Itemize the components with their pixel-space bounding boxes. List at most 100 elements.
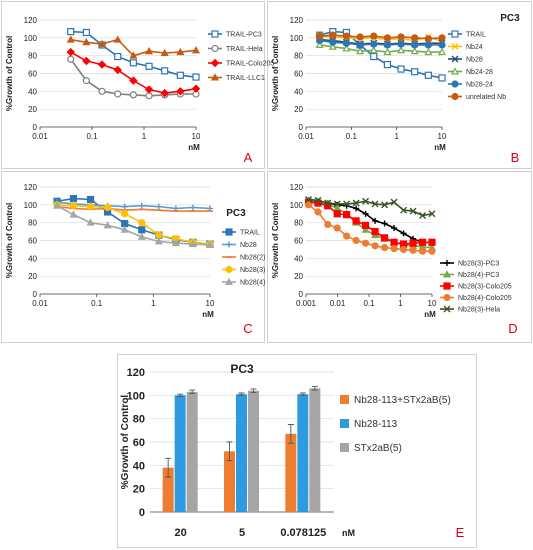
error-bar [165,457,172,478]
data-point [315,40,324,48]
series-nb24-28 [315,40,447,56]
legend-label: STx2aB(5) [354,443,402,454]
series-nb28-3-hela [304,195,436,220]
data-point [145,62,153,70]
bar [309,388,321,512]
data-point [113,65,122,75]
series-line [56,205,210,212]
data-point [333,200,341,208]
data-point [371,227,379,236]
data-point [428,210,436,218]
data-point [383,47,392,56]
legend-marker [443,293,451,302]
data-point [397,33,405,41]
error-bar [226,441,233,462]
x-axis-title: nM [424,310,436,319]
data-point [304,195,312,203]
legend-entry: Nb28(3) [222,265,265,274]
data-point [369,46,378,54]
y-tick-label: 0 [299,123,304,132]
data-point [418,238,427,246]
legend-swatch [340,419,349,428]
legend-marker [210,73,220,81]
panel-d-frame [267,171,532,343]
y-tick-label: 60 [28,237,37,246]
data-point [113,35,122,43]
data-point [383,41,392,49]
data-point [69,210,78,218]
panel-title: PC3 [500,13,520,24]
legend-entry: Nb24-28 [448,67,493,76]
data-point [120,225,129,233]
panel-title: PC3 [226,208,246,219]
y-tick-label: 60 [133,437,145,449]
x-tick-label: 0.1 [346,132,358,141]
data-point [399,245,408,254]
data-point [314,196,322,204]
data-point [155,203,162,210]
legend-entry: STx2aB(5) [340,443,402,454]
panel-letter: D [508,321,517,336]
error-bar [177,393,184,397]
data-point [428,238,436,246]
bar [297,394,309,512]
data-point [129,59,137,67]
data-point [370,52,378,61]
legend-marker [451,92,459,101]
data-point [409,207,417,215]
series-unrelated-nb [316,31,446,43]
data-point [82,38,91,46]
x-tick-label: 10 [206,299,215,308]
data-point [361,225,370,233]
data-point [66,35,75,43]
data-point [362,221,370,229]
legend-entry: Nb28-113 [340,419,398,430]
legend-label: Nb28(2) [240,255,265,262]
data-point [362,239,370,247]
series-line [319,39,442,46]
y-tick-label: 120 [24,183,38,192]
data-point [114,90,122,98]
panel-e-frame [117,354,477,548]
data-point [82,28,90,37]
panel-letter: C [243,321,252,336]
data-point [411,68,419,76]
y-tick-label: 120 [24,16,38,25]
legend-marker [211,30,219,38]
y-tick-label: 100 [127,390,145,402]
panel-e: 0 20 40 60 80 100 120 20 5 0.078125 nM %Growth of C… [120,362,465,540]
y-tick-label: 0 [299,290,304,299]
data-point [82,77,90,85]
data-point [304,201,313,209]
y-tick-label: 100 [290,201,304,210]
data-point [161,67,169,75]
data-point [67,27,75,36]
bar [162,467,174,512]
legend-marker [225,265,233,274]
x-axis-title: nM [202,310,214,319]
legend-label: Nb28 [466,57,483,64]
legend-marker [451,55,459,63]
legend-entry: Nb28-24 [448,80,493,89]
legend-label: Nb28(3)-Hela [458,307,500,314]
data-point [418,247,427,255]
data-point [333,210,341,218]
data-point [411,41,419,49]
data-point [98,87,106,95]
data-point [69,202,78,210]
legend-label: TRAIL-LLC1 [226,75,265,82]
legend-label: Nb24-28 [466,69,493,76]
x-tick-label: 0.1 [363,299,375,308]
x-tick-label: 10 [438,132,447,141]
data-point [342,39,351,47]
series-line [56,201,211,210]
data-point [397,46,406,54]
legend-entry: Nb28(3)-Colo205 [440,282,512,291]
data-point [69,194,78,203]
data-point [328,42,337,50]
legend-marker [451,80,459,88]
bar [174,395,186,512]
legend-entry: TRAIL-Colo205 [208,58,274,68]
legend-marker [224,277,234,285]
data-point [98,39,107,48]
